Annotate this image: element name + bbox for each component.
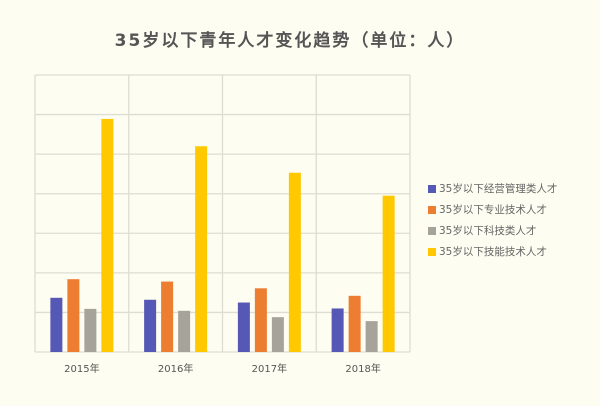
x-tick-label: 2015年 <box>64 362 99 375</box>
legend-swatch <box>428 205 436 214</box>
legend: 35岁以下经营管理类人才 35岁以下专业技术人才 35岁以下科技类人才 35岁以下技能… <box>428 178 557 262</box>
legend-label: 35岁以下专业技术人才 <box>439 204 547 216</box>
bar <box>161 281 174 352</box>
legend-label: 35岁以下技能技术人才 <box>439 246 547 258</box>
x-tick-label: 2018年 <box>345 362 380 375</box>
legend-item: 35岁以下技能技术人才 <box>428 241 557 262</box>
legend-swatch <box>428 226 436 235</box>
bar <box>382 195 395 352</box>
bar <box>288 172 301 352</box>
bar <box>331 308 344 352</box>
bar <box>271 317 284 352</box>
chart-title: 35岁以下青年人才变化趋势（单位：人） <box>114 31 466 51</box>
bar <box>348 295 361 352</box>
legend-item: 35岁以下经营管理类人才 <box>428 178 557 199</box>
bar <box>365 321 378 352</box>
legend-swatch <box>428 247 436 256</box>
x-tick-label: 2016年 <box>158 362 193 375</box>
legend-label: 35岁以下科技类人才 <box>439 225 537 237</box>
bar <box>144 299 157 352</box>
legend-item: 35岁以下专业技术人才 <box>428 199 557 220</box>
bar <box>84 308 97 352</box>
legend-label: 35岁以下经营管理类人才 <box>439 183 558 195</box>
bar <box>254 288 267 352</box>
x-tick-label: 2017年 <box>252 362 287 375</box>
bar <box>178 310 191 352</box>
bar <box>237 302 250 352</box>
bar <box>67 279 80 352</box>
legend-item: 35岁以下科技类人才 <box>428 220 557 241</box>
bar <box>195 146 208 352</box>
bar <box>50 297 63 352</box>
legend-swatch <box>428 184 436 193</box>
bar <box>101 118 114 352</box>
